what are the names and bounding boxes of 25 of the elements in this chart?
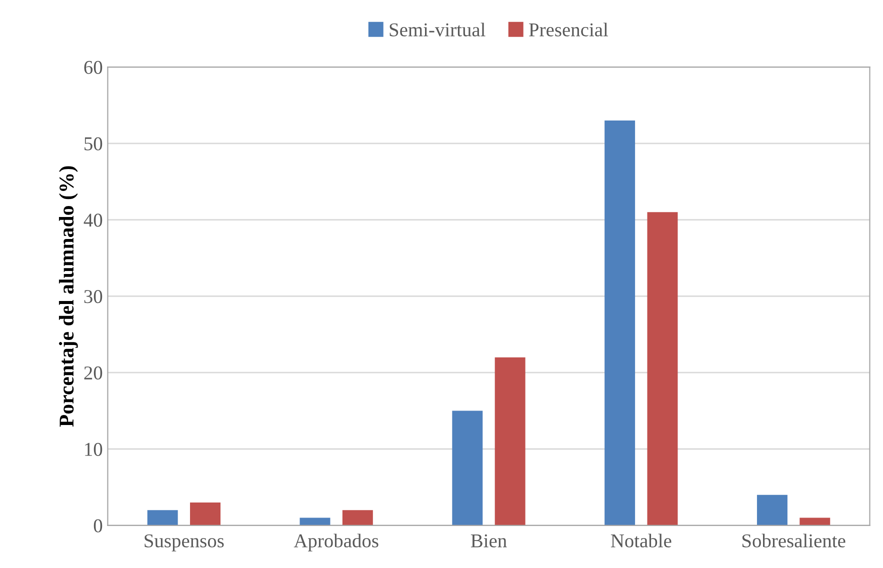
x-tick-label: Sobresaliente: [742, 534, 846, 548]
y-tick-label: 0: [94, 519, 102, 532]
bar: [300, 518, 330, 526]
legend-label: Presencial: [529, 22, 608, 36]
y-tick-label: 60: [84, 60, 102, 74]
bar: [604, 120, 636, 526]
y-tick-label: 40: [84, 214, 102, 227]
bar: [190, 502, 221, 526]
y-tick-label: 50: [84, 137, 102, 150]
x-tick-label: Suspensos: [144, 534, 224, 552]
bar: [647, 212, 678, 526]
x-tick-label: Notable: [610, 534, 672, 548]
x-tick-label: Aprobados: [294, 534, 378, 552]
bar: [452, 410, 483, 526]
bar: [342, 510, 373, 526]
legend-label: Semi-virtual: [390, 22, 486, 36]
bar: [800, 518, 830, 526]
y-tick-label: 10: [85, 442, 102, 456]
x-tick-label: Bien: [470, 534, 507, 548]
bar: [494, 357, 526, 526]
bar: [756, 494, 788, 526]
y-tick-label: 30: [84, 290, 102, 304]
y-tick-label: 20: [84, 366, 102, 380]
bar: [147, 510, 178, 526]
y-axis-title: Porcentaje del alumnado (%): [58, 166, 78, 427]
